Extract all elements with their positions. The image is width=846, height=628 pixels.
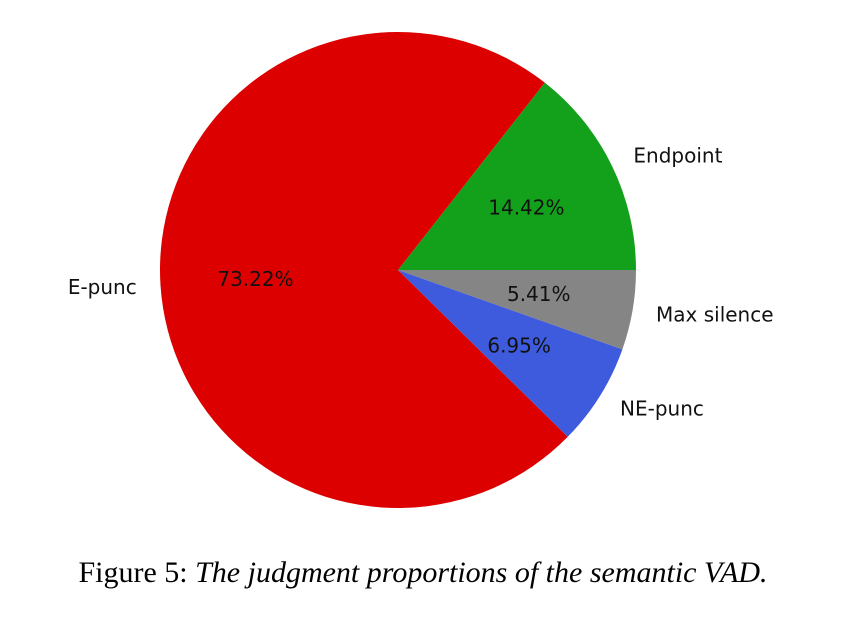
figure-caption: Figure 5: The judgment proportions of th…: [0, 556, 846, 590]
pie-labels: 14.42% Endpoint 73.22% E-punc 6.95% NE-punc 5.…: [68, 143, 774, 420]
pie-label-max-silence: Max silence: [656, 302, 774, 326]
pie-pct-label-endpoint: 14.42%: [488, 195, 564, 219]
pie-pct-label-e-punc: 73.22%: [217, 267, 293, 291]
pie-label-ne-punc: NE-punc: [620, 397, 704, 421]
pie-slice-ne-punc: [398, 270, 623, 437]
pie-label-e-punc: E-punc: [68, 275, 137, 299]
pie-slice-max-silence: [398, 270, 636, 350]
pie-slice-e-punc: [160, 32, 568, 509]
caption-text: The judgment proportions of the semantic…: [195, 556, 768, 589]
pie-chart: 14.42% Endpoint 73.22% E-punc 6.95% NE-punc 5.…: [68, 32, 774, 509]
pie-slices: [160, 32, 636, 509]
pie-pct-label-ne-punc: 6.95%: [487, 334, 551, 358]
pie-pct-label-max-silence: 5.41%: [507, 282, 571, 306]
pie-slice-endpoint: [398, 82, 636, 270]
caption-prefix: Figure 5:: [78, 556, 188, 589]
pie-label-endpoint: Endpoint: [633, 143, 722, 167]
